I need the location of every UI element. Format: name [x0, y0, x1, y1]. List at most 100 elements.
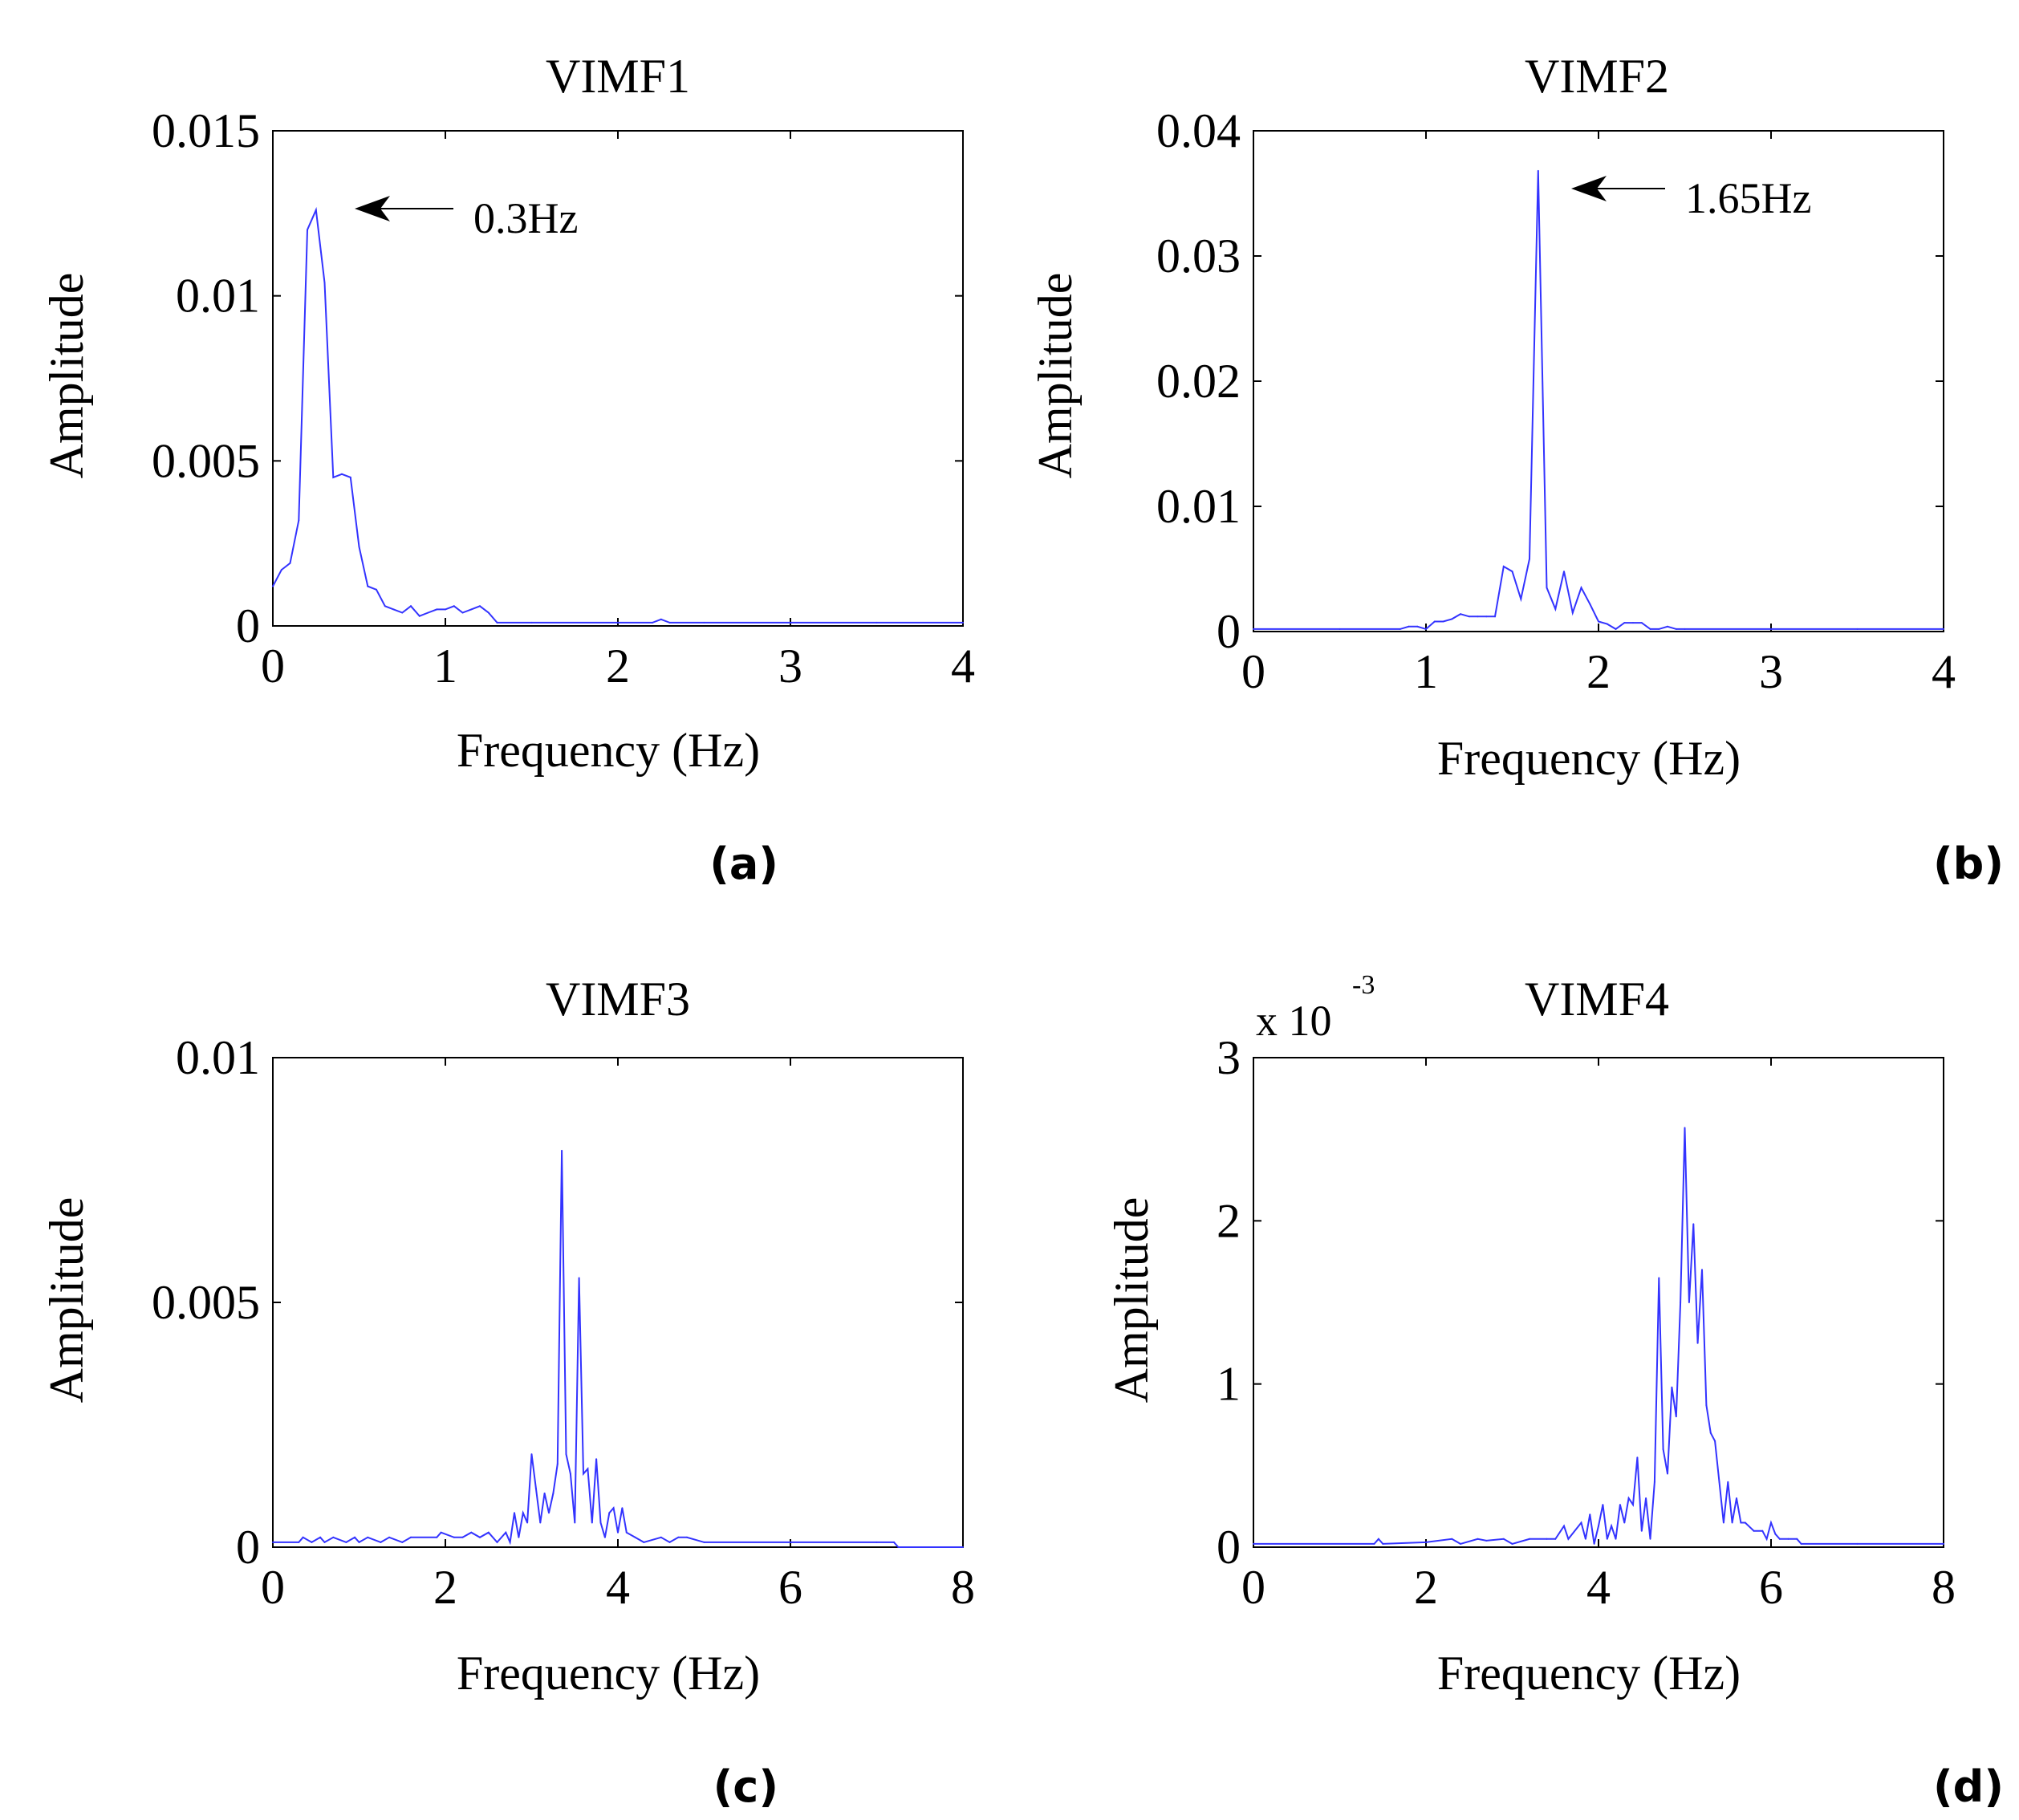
panel-b-data-point [1580, 587, 1582, 589]
panel-c-data-point [703, 1541, 705, 1543]
panel-d-data-point [1377, 1538, 1379, 1540]
panel-d-data-point [1727, 1481, 1729, 1483]
panel-c-data-point [617, 1531, 619, 1534]
panel-b-data-point [1640, 622, 1643, 624]
panel-c-data-point [556, 1463, 559, 1465]
panel-d-data-point [1511, 1542, 1513, 1545]
panel-b-data-point [1253, 628, 1254, 630]
panel-b-data-points [1253, 169, 1944, 630]
panel-b-x-tick-label: 0 [1241, 645, 1265, 698]
panel-a-x-tick-label: 3 [778, 640, 802, 693]
panel-c-data-point [436, 1536, 438, 1538]
panel-a: VIMF1 0 1 2 3 4 0 0.005 0.01 0.015 0.3Hz Amplit… [40, 50, 975, 889]
panel-b-data-point [1589, 603, 1591, 605]
panel-c-data-point [583, 1473, 584, 1475]
panel-d-data-point [1649, 1538, 1651, 1540]
panel-d-data-point [1460, 1542, 1461, 1545]
panel-d-x-tick-label: 6 [1759, 1561, 1783, 1614]
panel-c-data-point [561, 1149, 563, 1152]
panel-b-data-point [1606, 623, 1608, 625]
panel-a-data-point [530, 621, 533, 624]
panel-d-data-point [1602, 1504, 1604, 1506]
panel-d-data-point [1740, 1521, 1742, 1524]
panel-d: VIMF4 x 10 -3 0 2 4 6 8 0 1 2 3 Amplitude Frequ… [1105, 970, 2004, 1812]
panel-a-ticks [272, 130, 964, 627]
panel-d-data-point [1451, 1538, 1453, 1540]
panel-d-y-tick-label: 0 [1217, 1521, 1241, 1574]
panel-a-data-point [875, 621, 878, 624]
panel-b-data-point [1546, 587, 1548, 589]
panel-c-data-point [539, 1521, 542, 1524]
panel-a-data-point [410, 605, 412, 607]
panel-b-title: VIMF2 [1525, 50, 1669, 103]
panel-a-y-tick-label: 0.01 [176, 270, 260, 323]
panel-a-data-point [418, 615, 420, 617]
panel-c-data-point [548, 1512, 550, 1514]
panel-d-data-point [1800, 1542, 1802, 1545]
panel-c-y-tick-labels: 0 0.005 0.01 [152, 1031, 260, 1574]
panel-d-data-point [1632, 1504, 1634, 1506]
panel-d-data-point [1787, 1538, 1789, 1540]
panel-c-x-tick-label: 6 [778, 1561, 802, 1614]
panel-d-x-tick-label: 2 [1414, 1561, 1438, 1614]
panel-b-ticks [1253, 130, 1944, 632]
panel-d-data-point [1623, 1521, 1626, 1524]
panel-c-data-point [677, 1536, 680, 1538]
panel-d-y-tick-label: 1 [1217, 1358, 1241, 1411]
panel-a-spectrum-line [272, 206, 963, 624]
panel-d-data-point [1718, 1481, 1720, 1483]
panel-d-data-point [1485, 1539, 1488, 1542]
panel-d-data-point [1709, 1432, 1712, 1434]
panel-a-x-tick-labels: 0 1 2 3 4 [261, 640, 975, 693]
panel-c-data-point [893, 1541, 895, 1543]
panel-d-exponent: x 10 [1256, 997, 1332, 1045]
panel-a-y-tick-label: 0.005 [152, 434, 260, 487]
panel-d-data-point [1658, 1277, 1660, 1279]
panel-c-data-point [461, 1536, 464, 1538]
panel-b-x-tick-label: 4 [1932, 645, 1956, 698]
panel-b-data-point [1425, 628, 1427, 630]
panel-a-x-tick-label: 2 [606, 640, 630, 693]
panel-d-data-point [1684, 1127, 1686, 1129]
panel-a-data-point [315, 209, 317, 211]
panel-a-data-point [323, 282, 326, 284]
panel-a-data-point [436, 608, 438, 611]
panel-d-y-tick-labels: 0 1 2 3 [1217, 1031, 1241, 1574]
panel-b-spectrum-line [1253, 170, 1944, 631]
panel-b-data-point [1416, 625, 1419, 628]
panel-c-data-point [509, 1541, 511, 1543]
panel-d-data-point [1502, 1538, 1505, 1540]
panel-b-axes-box [1253, 130, 1944, 632]
panel-c-data-point [530, 1453, 533, 1456]
panel-a-label: (a) [709, 839, 778, 889]
panel-d-data-point [1619, 1504, 1621, 1506]
panel-d-data-point [1731, 1521, 1733, 1524]
panel-d-data-point [1563, 1525, 1565, 1527]
panel-c-data-point [354, 1536, 356, 1538]
panel-d-data-point [1705, 1404, 1708, 1407]
panel-a-data-point [445, 608, 446, 611]
panel-d-data-point [1615, 1538, 1617, 1540]
panel-d-data-point [1796, 1538, 1798, 1540]
panel-c-x-axis-label: Frequency (Hz) [457, 1647, 760, 1700]
panel-a-data-point [470, 608, 473, 611]
panel-b-y-tick-label: 0.01 [1156, 480, 1241, 533]
panel-a-title: VIMF1 [546, 50, 690, 103]
panel-b-data-point [1615, 628, 1617, 630]
panel-d-data-point [1611, 1525, 1613, 1527]
panel-d-data-point [1645, 1497, 1647, 1499]
panel-b-data-point [1598, 620, 1599, 623]
panel-c-data-point [272, 1541, 274, 1543]
panel-a-x-tick-label: 1 [433, 640, 457, 693]
panel-d-exponent-power: -3 [1352, 970, 1375, 1000]
panel-c-data-point [897, 1546, 900, 1548]
panel-b-data-point [1468, 615, 1470, 618]
panel-c-data-point [875, 1541, 878, 1543]
panel-c-data-point [565, 1453, 567, 1456]
panel-a-data-point [617, 621, 619, 624]
panel-d-data-point [1425, 1541, 1427, 1543]
panel-d-data-point [1701, 1269, 1703, 1271]
panel-c-data-point [518, 1536, 520, 1538]
panel-a-data-point [453, 605, 455, 607]
panel-c-data-point [534, 1487, 537, 1489]
